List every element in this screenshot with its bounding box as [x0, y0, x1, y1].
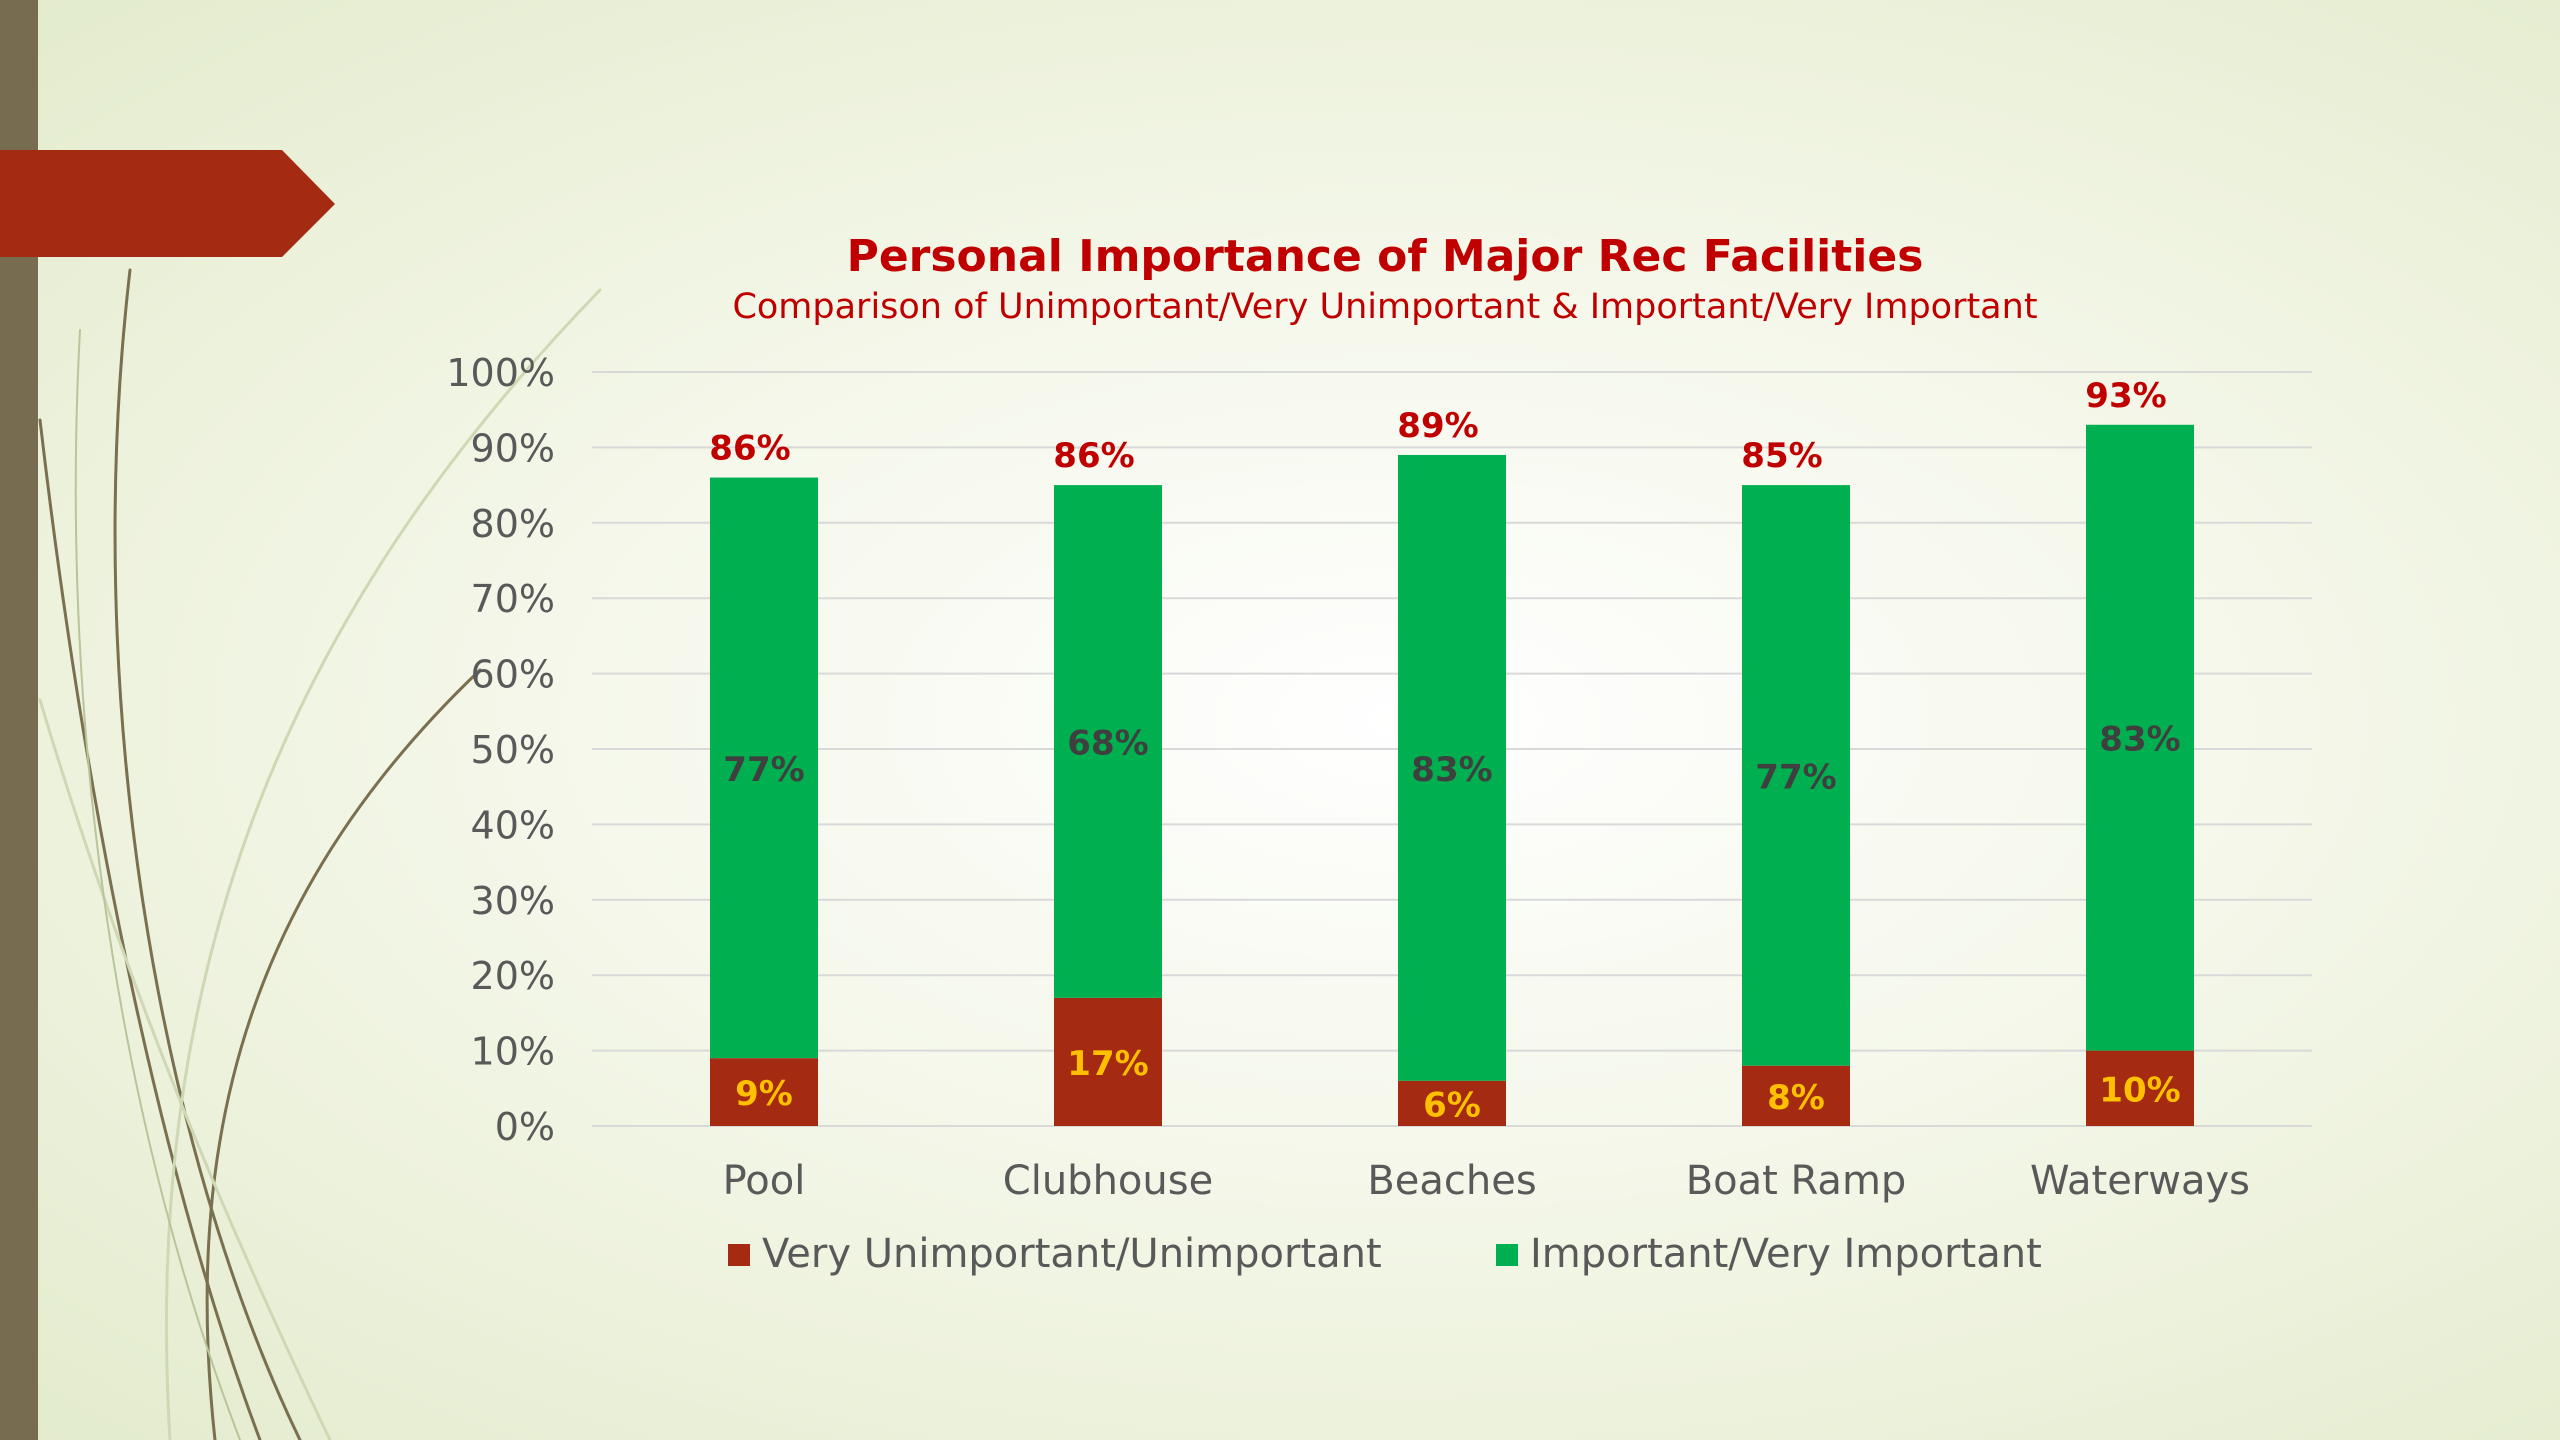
decor-curve [164, 288, 602, 1440]
y-tick-label: 70% [471, 577, 555, 621]
bar-very-unimportant [2086, 1050, 2194, 1126]
data-label-total: 86% [1053, 436, 1134, 476]
data-label-important: 68% [1067, 723, 1148, 763]
data-label-total: 93% [2085, 376, 2166, 416]
x-category-label: Waterways [2030, 1158, 2250, 1204]
accent-banner [0, 150, 335, 257]
x-category-label: Clubhouse [1003, 1158, 1213, 1204]
data-label-total: 85% [1741, 436, 1822, 476]
legend-label-very-unimportant: Very Unimportant/Unimportant [762, 1231, 1382, 1277]
bars: 9% 77% 86% 17% 68% 86% 6% 83% 89% 8% 77% 85% 10% 83% 9… [709, 376, 2194, 1126]
chart-subtitle: Comparison of Unimportant/Very Unimporta… [732, 287, 2037, 327]
data-label-important: 77% [1755, 757, 1836, 797]
y-tick-label: 0% [495, 1105, 555, 1149]
y-tick-label: 50% [471, 728, 555, 772]
bar-very-unimportant [1398, 1080, 1506, 1126]
data-label-important: 77% [723, 750, 804, 790]
data-label-very-unimportant: 17% [1067, 1044, 1148, 1084]
decor-curve [205, 668, 482, 1440]
y-tick-label: 90% [471, 426, 555, 470]
data-label-important: 83% [1411, 750, 1492, 790]
bar-important [2086, 424, 2194, 1051]
x-axis: Pool Clubhouse Beaches Boat Ramp Waterways [723, 1158, 2250, 1204]
y-tick-label: 80% [471, 502, 555, 546]
bar-very-unimportant [710, 1058, 818, 1126]
x-category-label: Beaches [1367, 1158, 1536, 1204]
y-tick-label: 60% [471, 653, 555, 697]
decor-curve [113, 268, 302, 1440]
y-tick-label: 100% [446, 351, 555, 395]
legend: Very Unimportant/Unimportant Important/Ve… [728, 1231, 2042, 1277]
legend-label-important: Important/Very Important [1530, 1231, 2042, 1277]
bar-important [1398, 454, 1506, 1081]
bar-very-unimportant [1054, 997, 1162, 1126]
y-tick-label: 30% [471, 879, 555, 923]
y-axis: 0% 10% 20% 30% 40% 50% 60% 70% 80% 90% 100% [446, 351, 555, 1149]
y-tick-label: 20% [471, 954, 555, 998]
decor-curve [74, 329, 241, 1440]
bar-important [1742, 485, 1850, 1066]
bar-very-unimportant [1742, 1065, 1850, 1126]
decor-curve [38, 698, 332, 1440]
chart-title: Personal Importance of Major Rec Facilit… [847, 231, 1924, 282]
data-label-very-unimportant: 6% [1423, 1085, 1481, 1125]
bar-important [1054, 485, 1162, 998]
y-tick-label: 10% [471, 1030, 555, 1074]
legend-swatch-very-unimportant [728, 1244, 750, 1266]
decor-curve [38, 418, 262, 1440]
y-tick-label: 40% [471, 803, 555, 847]
data-label-very-unimportant: 8% [1767, 1078, 1825, 1118]
data-label-very-unimportant: 10% [2099, 1070, 2180, 1110]
data-label-total: 86% [709, 429, 790, 469]
legend-swatch-important [1496, 1244, 1518, 1266]
data-label-important: 83% [2099, 720, 2180, 760]
data-label-very-unimportant: 9% [735, 1074, 793, 1114]
bar-important [710, 477, 818, 1059]
data-label-total: 89% [1397, 406, 1478, 446]
x-category-label: Boat Ramp [1686, 1158, 1907, 1204]
x-category-label: Pool [723, 1158, 806, 1204]
